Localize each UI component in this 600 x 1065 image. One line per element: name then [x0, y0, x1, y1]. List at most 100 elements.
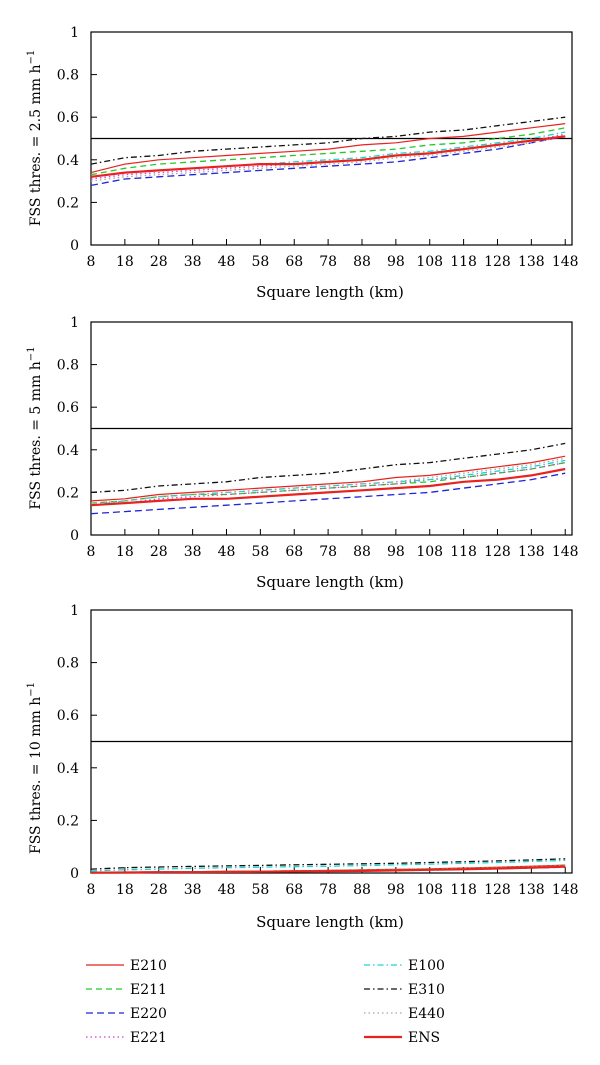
panel-3-plot: 00.20.40.60.818 18 28 38 48 58 68 78 88 98 108 118 1… — [57, 603, 579, 898]
legend-label-e440: E440 — [408, 1006, 445, 1022]
panel-3-xtick-label: 78 — [319, 882, 337, 898]
panel-1-ytick-label: 0 — [70, 238, 79, 254]
panel-1-xtick-label: 38 — [184, 254, 202, 270]
panel-1-xtick-label: 88 — [353, 254, 371, 270]
panel-1-xtick-label: 138 — [518, 254, 545, 270]
panel-3-ylabel-main: FSS thres. = 10 mm h — [28, 697, 44, 854]
panel-1-xtick-label: 98 — [387, 254, 405, 270]
panel-2-plot: 00.20.40.60.818 18 28 38 48 58 68 78 88 98 108 118 1… — [57, 315, 579, 560]
panel-2-ytick-label: 0.8 — [57, 358, 79, 374]
panel-1-ylabel-sup: −1 — [26, 50, 37, 65]
panel-2-xtick-label: 48 — [218, 544, 236, 560]
panel-3-xtick-label: 108 — [416, 882, 443, 898]
panel-1-series-e210 — [90, 123, 566, 174]
panel-2-xtick-label: 28 — [150, 544, 168, 560]
panel-3-ytick-label: 0.8 — [57, 656, 79, 672]
panel-3-xtick-label: 28 — [150, 882, 168, 898]
panel-1-series-e310 — [90, 116, 566, 165]
panel-2-series-ens — [90, 467, 566, 507]
panel-1-series-e100 — [90, 131, 566, 178]
panel-2-xtick-label: 98 — [387, 544, 405, 560]
panel-1-series-e211 — [90, 127, 566, 176]
panel-3-ytick-label: 0.4 — [57, 761, 79, 777]
panel-3-ytick-label: 0 — [70, 866, 79, 882]
panel-2-xtick-label: 8 — [87, 544, 96, 560]
panel-3-xtick-label: 8 — [87, 882, 96, 898]
legend-label-e210: E210 — [130, 958, 167, 974]
panel-3-xtick-label: 128 — [484, 882, 511, 898]
panel-3-xtick-label: 38 — [184, 882, 202, 898]
panel-2-ytick-label: 0.2 — [57, 485, 79, 501]
panel-2-series-e100 — [90, 459, 566, 506]
panel-1-ytick-label: 0.4 — [57, 153, 79, 169]
panel-3-xtick-label: 98 — [387, 882, 405, 898]
panel-1-xtick-label: 28 — [150, 254, 168, 270]
panel-1-series-e221 — [90, 133, 566, 180]
panel-2-xtick-label: 78 — [319, 544, 337, 560]
panel-1-ytick-label: 0.2 — [57, 195, 79, 211]
legend-label-e220: E220 — [130, 1006, 167, 1022]
panel-2-xtick-label: 128 — [484, 544, 511, 560]
panel-2-xtick-label: 68 — [285, 544, 303, 560]
panel-2-series-e440 — [90, 457, 566, 504]
panel-2-ylabel-sup: −1 — [26, 346, 37, 361]
panel-1-ytick-label: 1 — [70, 25, 79, 41]
panel-1-ylabel: FSS thres. = 2.5 mm h−1 — [26, 50, 44, 226]
panel-1-xtick-label: 18 — [116, 254, 134, 270]
panel-2-series-e310 — [90, 442, 566, 494]
panel-2-ytick-label: 1 — [70, 315, 79, 331]
panel-3-xtick-label: 138 — [518, 882, 545, 898]
panel-3: Square length (km) FSS thres. = 10 mm h−… — [26, 682, 404, 931]
panel-1-xtick-label: 108 — [416, 254, 443, 270]
panel-3-ytick-label: 0.6 — [57, 708, 79, 724]
panel-1-series-e440 — [90, 135, 566, 182]
panel-3-xtick-label: 68 — [285, 882, 303, 898]
legend-label-e221: E221 — [130, 1030, 167, 1046]
panel-3-xtick-label: 58 — [251, 882, 269, 898]
panel-2: Square length (km) FSS thres. = 5 mm h−1 — [26, 346, 404, 591]
panel-2-xtick-label: 18 — [116, 544, 134, 560]
panel-1-xtick-label: 118 — [450, 254, 477, 270]
panel-3-xtick-label: 148 — [552, 882, 579, 898]
panel-3-ylabel-sup: −1 — [26, 682, 37, 697]
panel-1-xtick-label: 48 — [218, 254, 236, 270]
panel-2-ylabel-main: FSS thres. = 5 mm h — [28, 361, 44, 509]
panel-1-xlabel: Square length (km) — [256, 283, 404, 301]
panel-2-xtick-label: 148 — [552, 544, 579, 560]
panel-2-xtick-label: 118 — [450, 544, 477, 560]
panel-2-series-e221 — [90, 461, 566, 506]
legend-label-e100: E100 — [408, 958, 445, 974]
panel-3-xtick-label: 118 — [450, 882, 477, 898]
legend-label-e211: E211 — [130, 982, 167, 998]
panel-1-xtick-label: 68 — [285, 254, 303, 270]
panel-3-xtick-label: 88 — [353, 882, 371, 898]
panel-1-plot: 00.20.40.60.818 18 28 38 48 58 68 78 88 98 108 118 1… — [57, 25, 579, 270]
panel-3-series-e310 — [90, 858, 566, 870]
panel-2-ylabel: FSS thres. = 5 mm h−1 — [26, 346, 44, 509]
legend-label-e310: E310 — [408, 982, 445, 998]
panel-2-ytick-label: 0.6 — [57, 400, 79, 416]
panel-2-xlabel: Square length (km) — [256, 573, 404, 591]
legend-label-ens: ENS — [408, 1030, 440, 1046]
panel-1-series-e220 — [90, 135, 566, 187]
panel-1-ytick-label: 0.6 — [57, 110, 79, 126]
panel-1-xtick-label: 58 — [251, 254, 269, 270]
panel-2-series-e220 — [90, 472, 566, 515]
panel-3-ylabel: FSS thres. = 10 mm h−1 — [26, 682, 44, 854]
panel-3-ytick-label: 1 — [70, 603, 79, 619]
panel-1-series-ens — [90, 135, 566, 178]
panel-3-series-ens — [90, 865, 566, 874]
panel-2-series-e210 — [90, 455, 566, 502]
panel-1-xtick-label: 128 — [484, 254, 511, 270]
panel-1-ylabel-main: FSS thres. = 2.5 mm h — [28, 65, 44, 227]
panel-3-xtick-label: 18 — [116, 882, 134, 898]
panel-2-ytick-label: 0.4 — [57, 443, 79, 459]
panel-1: Square length (km) FSS thres. = 2.5 mm h… — [26, 50, 404, 301]
panel-1-xtick-label: 148 — [552, 254, 579, 270]
panel-2-xtick-label: 38 — [184, 544, 202, 560]
panel-2-xtick-label: 88 — [353, 544, 371, 560]
panel-2-xtick-label: 138 — [518, 544, 545, 560]
panel-1-xtick-label: 8 — [87, 254, 96, 270]
panel-3-xtick-label: 48 — [218, 882, 236, 898]
